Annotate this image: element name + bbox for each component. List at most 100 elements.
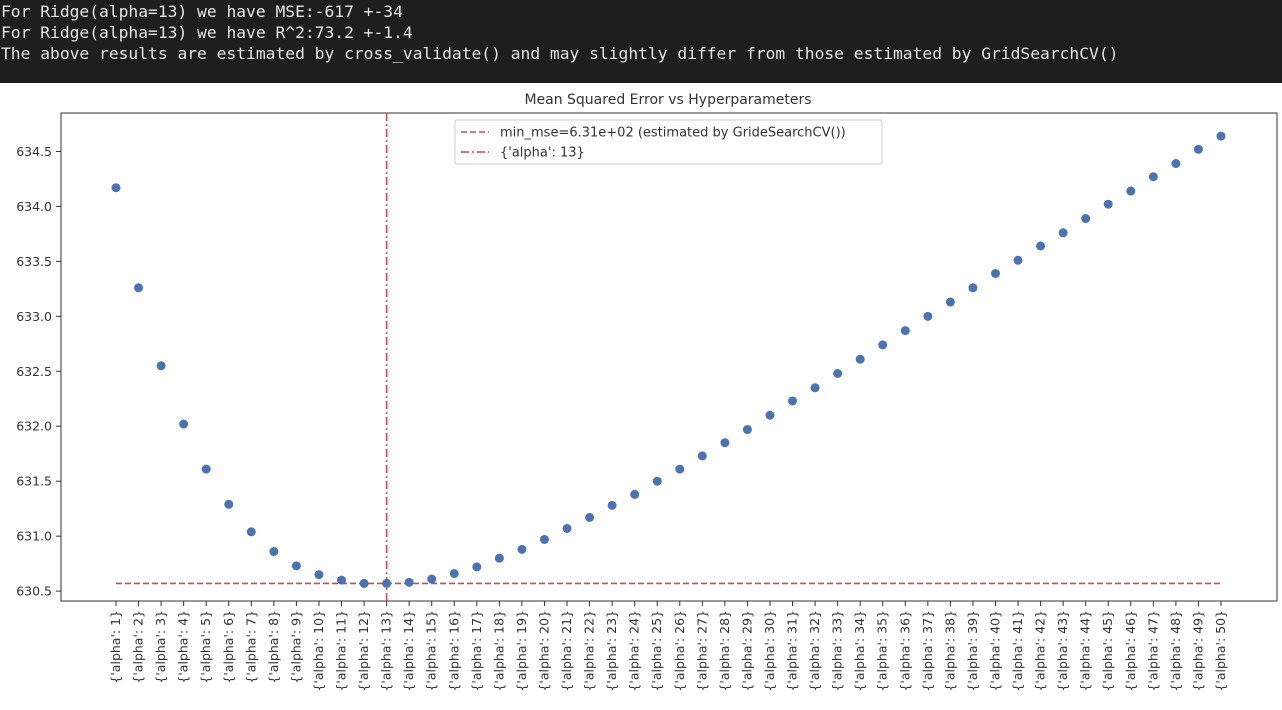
data-point: [449, 569, 459, 579]
x-tick-label: {'alpha': 29}: [739, 610, 754, 692]
data-point: [788, 396, 798, 406]
data-point: [201, 464, 211, 474]
x-tick-label: {'alpha': 26}: [672, 610, 687, 692]
x-tick-label: {'alpha': 33}: [830, 610, 845, 692]
y-tick-label: 634.5: [16, 144, 52, 159]
data-point: [990, 268, 1000, 278]
x-tick-label: {'alpha': 2}: [131, 610, 146, 684]
console-line-note: The above results are estimated by cross…: [1, 44, 1119, 63]
x-tick-label: {'alpha': 3}: [153, 610, 168, 684]
x-tick-label: {'alpha': 48}: [1168, 610, 1183, 692]
data-point: [1171, 159, 1181, 169]
data-point: [314, 570, 324, 580]
x-tick-label: {'alpha': 11}: [334, 610, 349, 692]
x-tick-label: {'alpha': 22}: [582, 610, 597, 692]
x-tick-label: {'alpha': 35}: [875, 610, 890, 692]
data-point: [720, 438, 730, 448]
y-tick-label: 631.5: [16, 474, 52, 489]
x-tick-label: {'alpha': 43}: [1055, 610, 1070, 692]
x-tick-label: {'alpha': 20}: [536, 610, 551, 692]
x-tick-label: {'alpha': 13}: [379, 610, 394, 692]
x-tick-label: {'alpha': 39}: [965, 610, 980, 692]
data-point: [562, 523, 572, 533]
data-point: [1081, 214, 1091, 224]
x-tick-label: {'alpha': 7}: [243, 610, 258, 684]
x-tick-label: {'alpha': 27}: [694, 610, 709, 692]
data-point: [427, 574, 437, 584]
legend: min_mse=6.31e+02 (estimated by GrideSear…: [454, 119, 883, 165]
data-point: [404, 577, 414, 587]
y-tick-label: 633.5: [16, 254, 52, 269]
data-point: [1058, 228, 1068, 238]
data-point: [111, 183, 121, 193]
y-axis: 630.5 631.0 631.5 632.0 632.5 633.0 633.5 634.0…: [16, 144, 61, 599]
x-tick-label: {'alpha': 18}: [491, 610, 506, 692]
data-point: [878, 340, 888, 350]
x-tick-label: {'alpha': 4}: [176, 610, 191, 684]
console-line-r2: For Ridge(alpha=13) we have R^2:73.2 +-1…: [1, 23, 413, 42]
x-tick-label: {'alpha': 21}: [559, 610, 574, 692]
data-point: [1013, 255, 1023, 265]
x-tick-label: {'alpha': 44}: [1078, 610, 1093, 692]
x-tick-label: {'alpha': 24}: [627, 610, 642, 692]
data-point: [652, 476, 662, 486]
data-point: [1216, 131, 1226, 141]
x-tick-label: {'alpha': 8}: [266, 610, 281, 684]
x-tick-label: {'alpha': 9}: [288, 610, 303, 684]
x-tick-label: {'alpha': 6}: [221, 610, 236, 684]
data-point: [945, 297, 955, 307]
x-tick-label: {'alpha': 19}: [514, 610, 529, 692]
x-tick-label: {'alpha': 23}: [604, 610, 619, 692]
plot-frame: [60, 112, 1278, 602]
console-output: For Ridge(alpha=13) we have MSE:-617 +-3…: [0, 0, 1282, 83]
data-point: [810, 383, 820, 393]
data-point: [337, 575, 347, 585]
x-tick-label: {'alpha': 36}: [897, 610, 912, 692]
data-point: [630, 489, 640, 499]
x-tick-label: {'alpha': 32}: [807, 610, 822, 692]
legend-label-alpha: {'alpha': 13}: [500, 146, 585, 161]
chart-title: Mean Squared Error vs Hyperparameters: [524, 92, 811, 108]
x-tick-label: {'alpha': 50}: [1213, 610, 1228, 692]
data-point: [269, 547, 279, 557]
data-point: [697, 451, 707, 461]
data-point: [1148, 172, 1158, 182]
data-point: [585, 512, 595, 522]
data-point: [494, 553, 504, 563]
x-tick-label: {'alpha': 5}: [198, 610, 213, 684]
data-point: [472, 562, 482, 572]
data-point: [539, 534, 549, 544]
data-point: [1103, 199, 1113, 209]
console-line-mse: For Ridge(alpha=13) we have MSE:-617 +-3…: [1, 2, 403, 21]
x-tick-label: {'alpha': 25}: [649, 610, 664, 692]
x-tick-label: {'alpha': 46}: [1123, 610, 1138, 692]
data-point: [675, 464, 685, 474]
x-tick-label: {'alpha': 17}: [469, 610, 484, 692]
x-tick-label: {'alpha': 28}: [717, 610, 732, 692]
data-point: [1126, 186, 1136, 196]
data-point: [1193, 144, 1203, 154]
data-point: [900, 326, 910, 336]
reference-lines: [116, 113, 1221, 601]
x-tick-label: {'alpha': 49}: [1190, 610, 1205, 692]
y-tick-label: 633.0: [16, 309, 52, 324]
x-tick-label: {'alpha': 47}: [1145, 610, 1160, 692]
y-tick-label: 632.0: [16, 419, 52, 434]
x-tick-label: {'alpha': 42}: [1033, 610, 1048, 692]
x-tick-label: {'alpha': 1}: [108, 610, 123, 684]
data-point: [968, 283, 978, 293]
data-point: [224, 499, 234, 509]
x-tick-label: {'alpha': 14}: [401, 610, 416, 692]
data-point: [179, 419, 189, 429]
data-point: [1036, 241, 1046, 251]
legend-box: [454, 119, 883, 165]
data-point: [765, 410, 775, 420]
data-point: [923, 311, 933, 321]
data-point: [134, 283, 144, 293]
x-tick-label: {'alpha': 37}: [920, 610, 935, 692]
data-points: [111, 131, 1226, 588]
data-point: [359, 578, 369, 588]
y-tick-label: 630.5: [16, 584, 52, 599]
x-tick-label: {'alpha': 34}: [852, 610, 867, 692]
x-tick-label: {'alpha': 41}: [1010, 610, 1025, 692]
